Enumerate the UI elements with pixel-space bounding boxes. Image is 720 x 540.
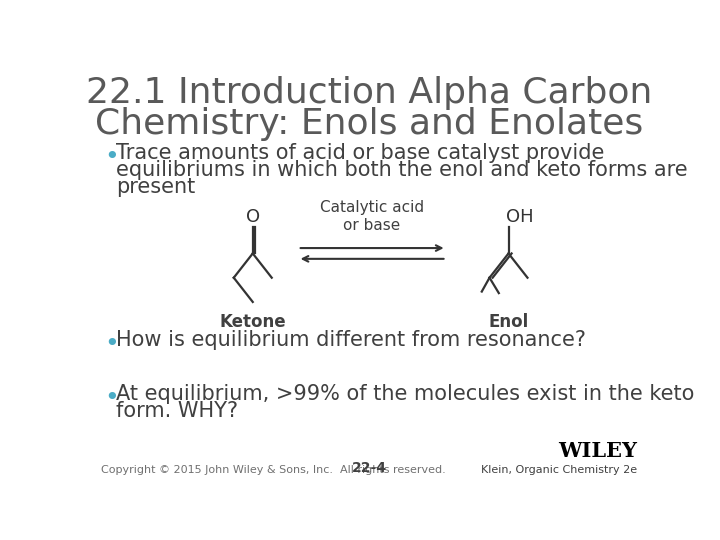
Text: Copyright © 2015 John Wiley & Sons, Inc.  All rights reserved.: Copyright © 2015 John Wiley & Sons, Inc.… [101, 465, 446, 475]
Text: Catalytic acid
or base: Catalytic acid or base [320, 200, 424, 233]
Text: O: O [246, 208, 261, 226]
Text: Ketone: Ketone [220, 313, 286, 330]
Text: present: present [117, 177, 196, 197]
Text: OH: OH [505, 208, 534, 226]
Text: Klein, Organic Chemistry 2e: Klein, Organic Chemistry 2e [481, 465, 637, 475]
Text: WILEY: WILEY [558, 441, 637, 461]
Text: •: • [104, 332, 119, 356]
Text: 22.1 Introduction Alpha Carbon: 22.1 Introduction Alpha Carbon [86, 76, 652, 110]
Text: Trace amounts of acid or base catalyst provide: Trace amounts of acid or base catalyst p… [117, 143, 605, 163]
Text: 22-4: 22-4 [351, 461, 387, 475]
Text: Chemistry: Enols and Enolates: Chemistry: Enols and Enolates [95, 107, 643, 141]
Text: At equilibrium, >99% of the molecules exist in the keto: At equilibrium, >99% of the molecules ex… [117, 384, 695, 404]
Text: equilibriums in which both the enol and keto forms are: equilibriums in which both the enol and … [117, 160, 688, 180]
Text: How is equilibrium different from resonance?: How is equilibrium different from resona… [117, 330, 586, 350]
Text: Enol: Enol [488, 313, 528, 330]
Text: •: • [104, 145, 119, 169]
Text: •: • [104, 386, 119, 410]
Text: form. WHY?: form. WHY? [117, 401, 238, 421]
